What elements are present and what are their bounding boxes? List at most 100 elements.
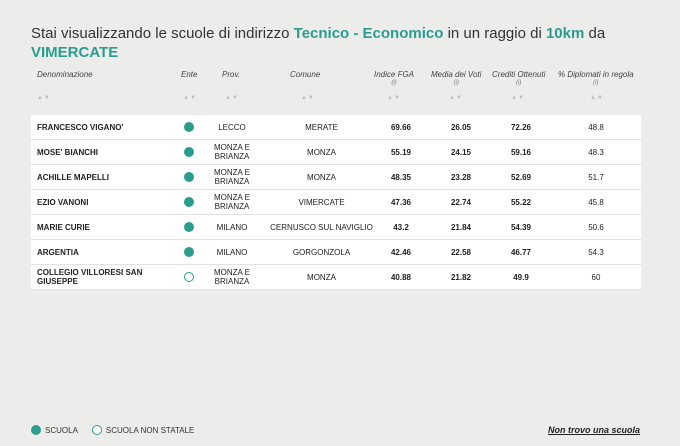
title-radius: 10km: [545, 25, 585, 42]
sort-icon[interactable]: ▲▼: [183, 95, 197, 101]
col-comune-header[interactable]: Comune: [290, 70, 321, 79]
school-media: 23.28: [450, 172, 472, 182]
legend-label: SCUOLA NON STATALE: [105, 425, 195, 435]
school-media: 22.74: [450, 197, 472, 207]
non-trovo-scuola-link[interactable]: Non trovo una scuola: [547, 425, 640, 435]
col-ente-header[interactable]: Ente: [181, 70, 198, 79]
table-row[interactable]: ACHILLE MAPELLI MONZA E BRIANZA MONZA 48…: [31, 165, 641, 190]
col-prov-header[interactable]: Prov.: [222, 70, 241, 79]
school-diplomati: 45.8: [588, 197, 604, 207]
school-media: 21.84: [450, 222, 472, 232]
info-icon[interactable]: (i): [391, 80, 397, 86]
school-comune: VIMERCATE: [298, 197, 345, 207]
table-row[interactable]: FRANCESCO VIGANO' LECCO MERATE 69.66 26.…: [31, 115, 641, 140]
school-crediti: 59.16: [510, 147, 532, 157]
school-crediti: 54.39: [510, 222, 532, 232]
school-name[interactable]: MARIE CURIE: [37, 222, 90, 232]
title-prefix: Stai visualizzando le scuole di indirizz…: [31, 25, 290, 42]
school-diplomati: 48.3: [588, 147, 604, 157]
sort-icon[interactable]: ▲▼: [449, 95, 463, 101]
sort-icon[interactable]: ▲▼: [511, 95, 525, 101]
col-diplomati-header[interactable]: % Diplomati in regola (i): [558, 70, 634, 86]
school-prov: LECCO: [218, 122, 246, 132]
title-indirizzo: Tecnico - Economico: [293, 25, 444, 42]
scuola-non-statale-icon: [91, 425, 102, 435]
sort-icon[interactable]: ▲▼: [387, 95, 401, 101]
school-fga: 43.2: [393, 222, 409, 232]
schools-table: FRANCESCO VIGANO' LECCO MERATE 69.66 26.…: [31, 115, 641, 290]
school-comune: MONZA: [307, 172, 336, 182]
school-prov: MONZA E BRIANZA: [213, 143, 250, 161]
scuola-statale-icon: [184, 172, 194, 182]
school-prov: MONZA E BRIANZA: [213, 193, 250, 211]
school-comune: MERATE: [305, 122, 338, 132]
school-comune: CERNUSCO SUL NAVIGLIO: [270, 222, 373, 232]
school-prov: MILANO: [216, 222, 248, 232]
title-city: VIMERCATE: [31, 44, 119, 61]
legend-item-non-statale: SCUOLA NON STATALE: [91, 425, 195, 435]
school-diplomati: 51.7: [588, 172, 604, 182]
school-diplomati: 48.8: [588, 122, 604, 132]
table-header: Denominazione Ente Prov. Comune Indice F…: [31, 70, 641, 110]
page-title: Stai visualizzando le scuole di indirizz…: [31, 24, 651, 62]
school-name[interactable]: MOSE' BIANCHI: [37, 147, 99, 157]
info-icon[interactable]: (i): [593, 80, 599, 86]
school-media: 24.15: [450, 147, 472, 157]
school-crediti: 52.69: [510, 172, 532, 182]
school-diplomati: 60: [591, 272, 601, 282]
sort-icon[interactable]: ▲▼: [37, 95, 51, 101]
school-fga: 69.66: [390, 122, 412, 132]
school-name[interactable]: EZIO VANONI: [37, 197, 89, 207]
col-fga-header[interactable]: Indice FGA (i): [374, 70, 415, 86]
sort-icon[interactable]: ▲▼: [301, 95, 315, 101]
school-comune: MONZA: [307, 272, 336, 282]
table-row[interactable]: EZIO VANONI MONZA E BRIANZA VIMERCATE 47…: [31, 190, 641, 215]
table-row[interactable]: MOSE' BIANCHI MONZA E BRIANZA MONZA 55.1…: [31, 140, 641, 165]
scuola-statale-icon: [184, 147, 194, 157]
scuola-statale-icon: [184, 197, 194, 207]
school-media: 26.05: [450, 122, 472, 132]
scuola-statale-icon: [184, 247, 194, 257]
school-fga: 48.35: [390, 172, 412, 182]
scuola-statale-icon: [184, 122, 194, 132]
school-name[interactable]: COLLEGIO VILLORESI SAN GIUSEPPE: [37, 268, 143, 286]
school-crediti: 46.77: [510, 247, 532, 257]
scuola-non-statale-icon: [184, 272, 194, 282]
school-name[interactable]: FRANCESCO VIGANO': [37, 122, 124, 132]
school-name[interactable]: ACHILLE MAPELLI: [37, 172, 109, 182]
school-comune: GORGONZOLA: [292, 247, 351, 257]
table-row[interactable]: MARIE CURIE MILANO CERNUSCO SUL NAVIGLIO…: [31, 215, 641, 240]
legend: SCUOLA SCUOLA NON STATALE: [31, 425, 208, 435]
school-diplomati: 50.6: [588, 222, 604, 232]
info-icon[interactable]: (i): [453, 80, 459, 86]
school-diplomati: 54.3: [588, 247, 604, 257]
school-prov: MILANO: [216, 247, 248, 257]
school-name[interactable]: ARGENTIA: [37, 247, 79, 257]
table-row[interactable]: COLLEGIO VILLORESI SAN GIUSEPPE MONZA E …: [31, 265, 641, 290]
title-suffix: da: [588, 25, 606, 42]
school-crediti: 49.9: [513, 272, 529, 282]
scuola-statale-icon: [184, 222, 194, 232]
school-fga: 42.46: [390, 247, 412, 257]
school-fga: 47.36: [390, 197, 412, 207]
table-row[interactable]: ARGENTIA MILANO GORGONZOLA 42.46 22.58 4…: [31, 240, 641, 265]
sort-icon[interactable]: ▲▼: [590, 95, 604, 101]
col-crediti-header[interactable]: Crediti Ottenuti (i): [492, 70, 546, 86]
col-media-header[interactable]: Media dei Voti (i): [431, 70, 482, 86]
legend-label: SCUOLA: [45, 425, 78, 435]
school-crediti: 55.22: [510, 197, 532, 207]
school-media: 22.58: [450, 247, 472, 257]
title-mid: in un raggio di: [447, 25, 542, 42]
school-prov: MONZA E BRIANZA: [213, 268, 250, 286]
school-media: 21.82: [450, 272, 472, 282]
legend-item-statale: SCUOLA: [31, 425, 78, 435]
school-crediti: 72.26: [510, 122, 532, 132]
sort-icon[interactable]: ▲▼: [225, 95, 239, 101]
scuola-statale-icon: [31, 425, 41, 435]
school-comune: MONZA: [307, 147, 336, 157]
col-name-header[interactable]: Denominazione: [37, 70, 93, 79]
info-icon[interactable]: (i): [516, 80, 522, 86]
school-fga: 40.88: [390, 272, 412, 282]
school-fga: 55.19: [390, 147, 412, 157]
school-prov: MONZA E BRIANZA: [213, 168, 250, 186]
